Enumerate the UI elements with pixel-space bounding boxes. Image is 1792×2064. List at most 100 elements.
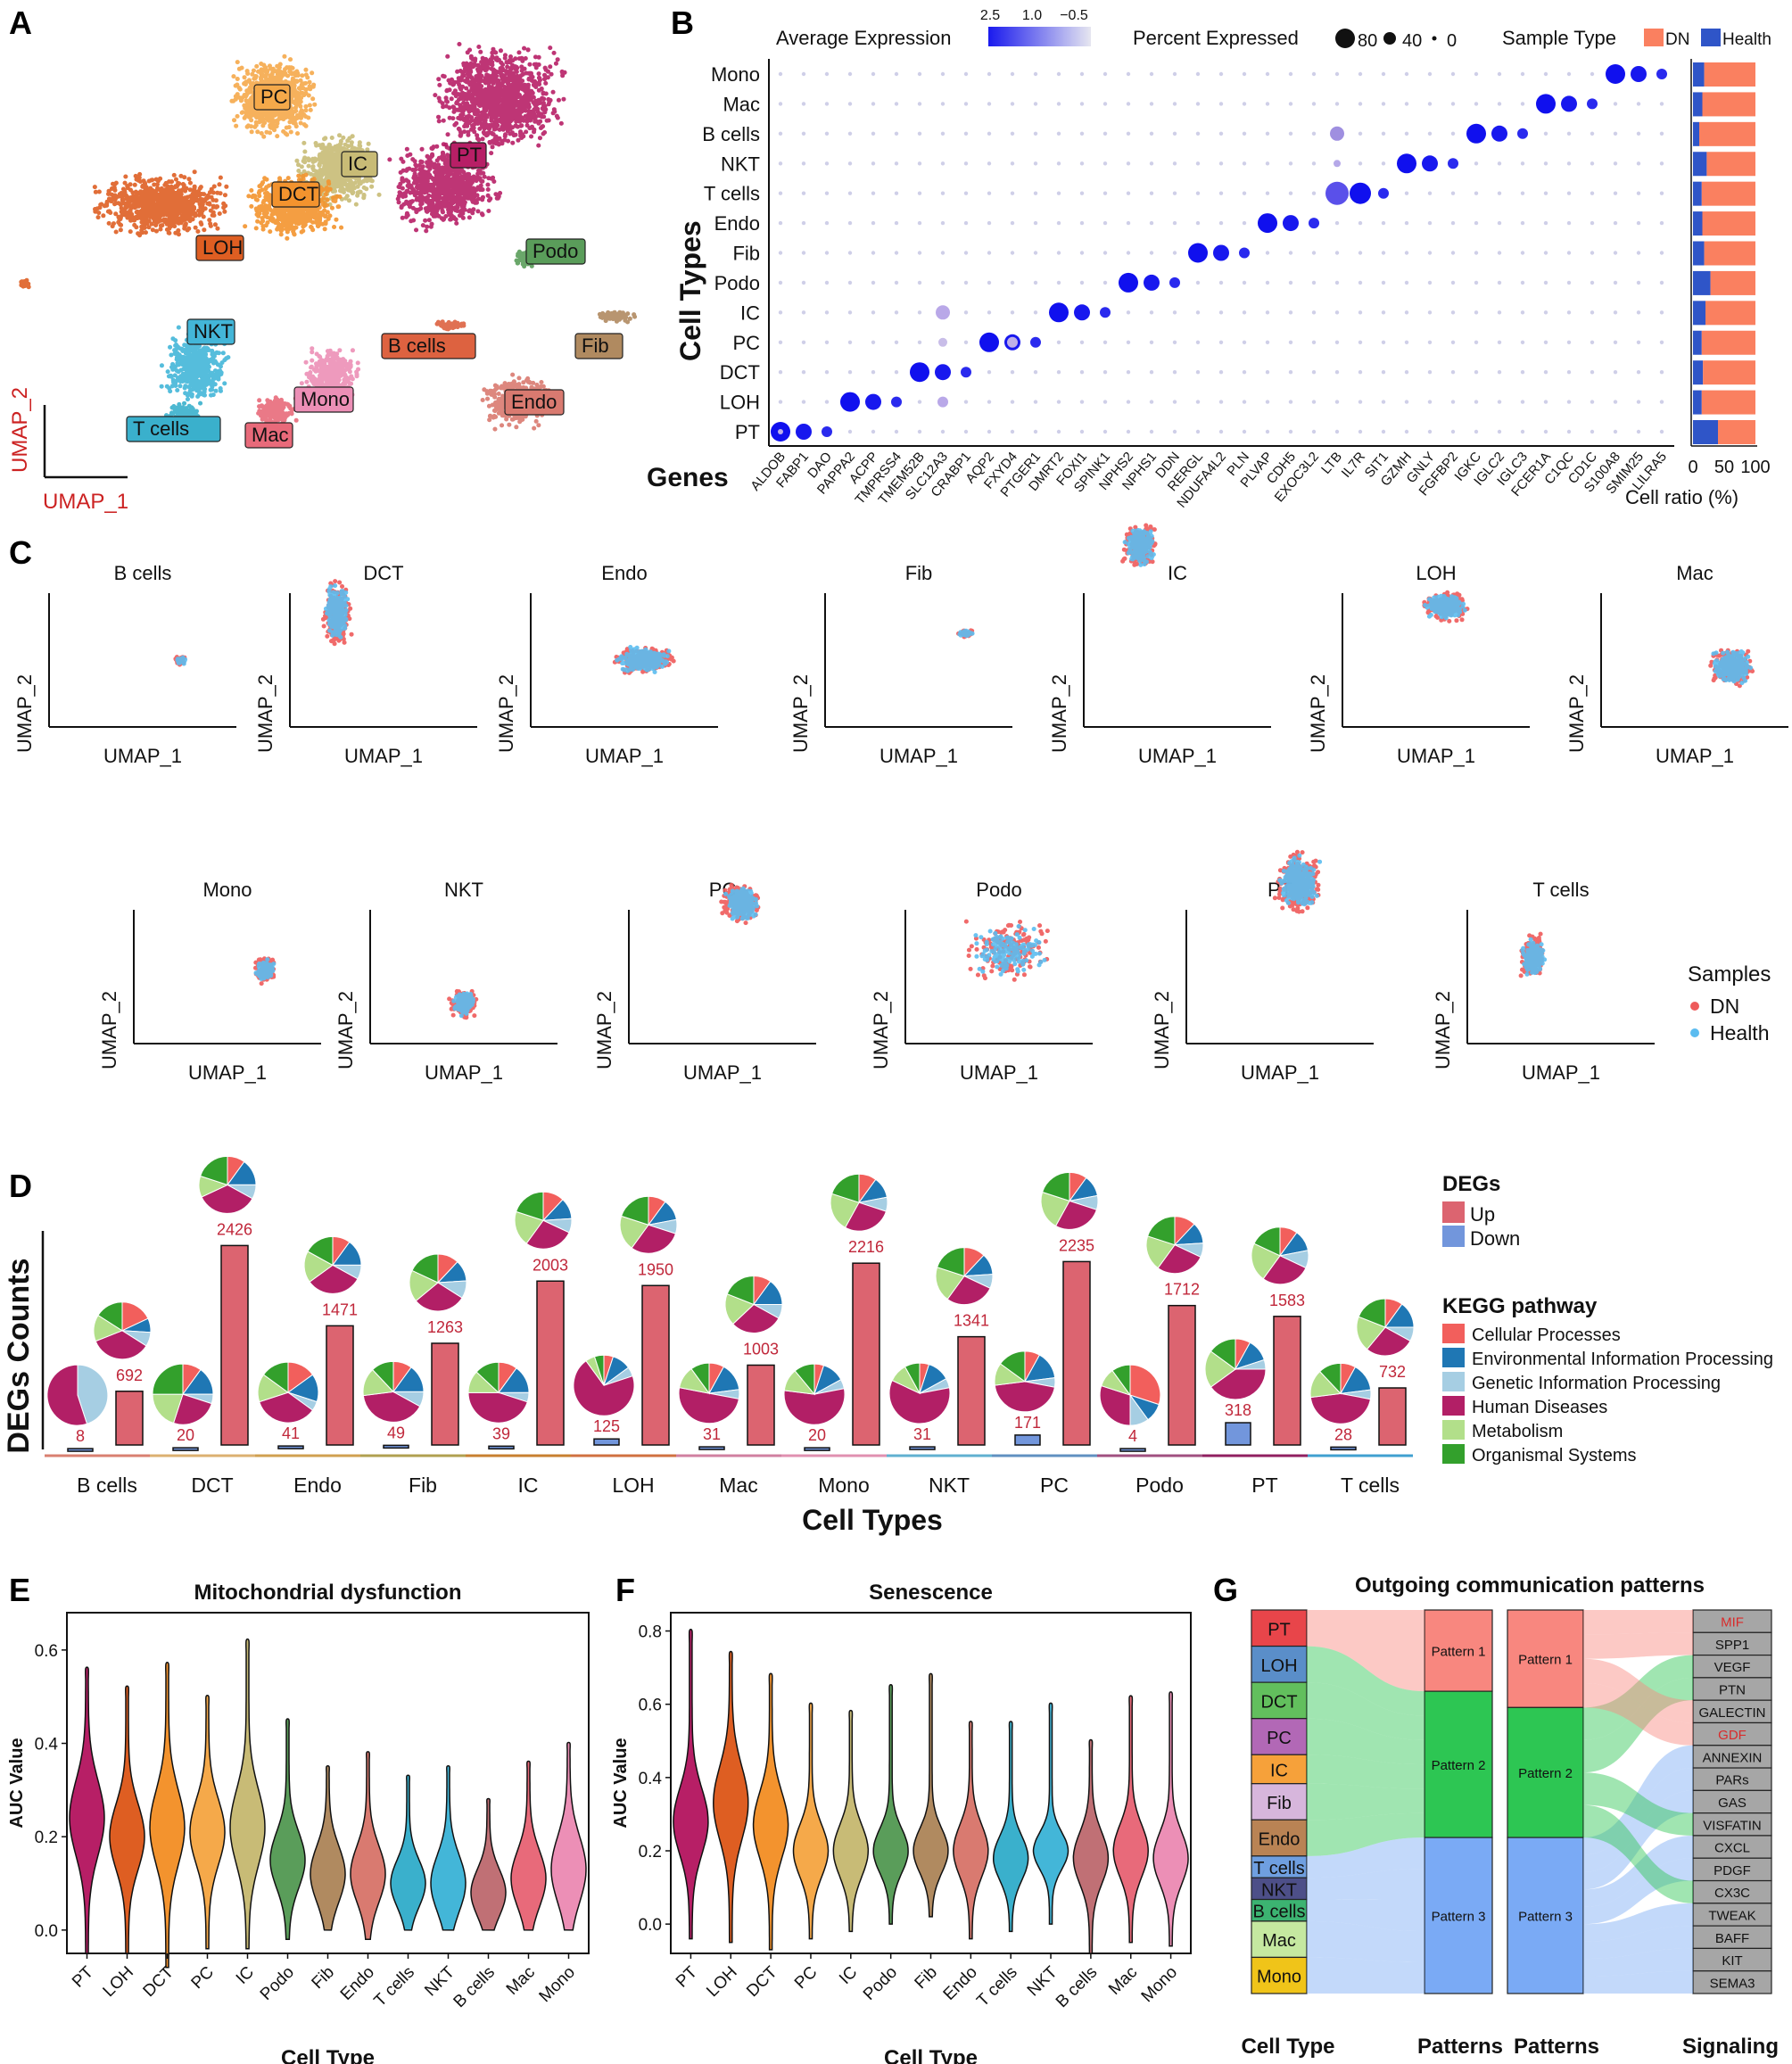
mini-umap-health-points [1520, 937, 1548, 977]
pie-up-slice [307, 1235, 334, 1267]
expression-dot [1404, 131, 1409, 136]
panel-b-dotplot: Cell Types Genes Mono Mac B cells NKT T cells E… [647, 8, 1771, 511]
expression-dot [987, 220, 992, 226]
expression-dot [778, 370, 783, 375]
alluvial-celltype-label: Mac [1262, 1931, 1296, 1951]
expression-dot [1195, 220, 1201, 226]
degs-legend-swatch [1442, 1226, 1465, 1247]
expression-dot [1102, 370, 1108, 375]
expression-dot [871, 161, 876, 166]
expression-dot [1242, 161, 1247, 166]
expression-dot [1561, 95, 1577, 112]
expression-dot [1543, 280, 1548, 285]
expression-dot [894, 131, 899, 136]
deg-count-up: 2003 [533, 1256, 568, 1274]
expression-dot [1056, 71, 1061, 77]
expression-dot [1543, 131, 1548, 136]
expression-dot [1126, 191, 1131, 195]
mini-umap-ylabel: UMAP_2 [1151, 991, 1173, 1069]
deg-category-label: NKT [929, 1474, 970, 1497]
expression-dot [1195, 280, 1201, 285]
cluster-label-pt: PT [457, 144, 482, 166]
pie-up-slice [830, 1173, 860, 1203]
mini-umap-title: IC [1168, 562, 1187, 584]
deg-bar-up [641, 1284, 670, 1446]
pie-down-slice [1210, 1338, 1236, 1371]
alluvial-signaling-label: ANNEXIN [1703, 1750, 1763, 1765]
violin-category-label: IC [836, 1963, 861, 1988]
pie-up-slice [1253, 1226, 1281, 1257]
pie-down-slice [1099, 1384, 1131, 1426]
expression-dot [1613, 370, 1618, 375]
violin-shape [1072, 1738, 1110, 1954]
deg-bar-up [536, 1280, 565, 1446]
expression-dot [1033, 310, 1038, 315]
expression-dot [871, 310, 876, 315]
expression-dot [1265, 370, 1270, 375]
alluvial-signaling-block [1692, 1609, 1772, 1633]
expression-dot [894, 310, 899, 315]
expression-dot [1636, 370, 1641, 375]
expression-dot [1288, 251, 1293, 255]
violin-shape [752, 1672, 789, 1951]
expression-dot [1126, 161, 1131, 166]
expression-dot [1265, 340, 1270, 344]
expression-dot [1079, 71, 1085, 77]
expression-dot [1149, 191, 1154, 195]
pie-up-slice [1041, 1171, 1070, 1202]
degs-legend-swatch [1442, 1201, 1465, 1223]
mini-umap-xlabel: UMAP_1 [188, 1061, 267, 1084]
ribbon-pattern-to-signal [1583, 1804, 1693, 1903]
expression-dot [1334, 71, 1340, 77]
expression-dot [1010, 220, 1015, 226]
expression-dot [1590, 71, 1595, 77]
expression-dot [987, 370, 992, 375]
expression-dot [1079, 400, 1085, 404]
deg-bar-up [1168, 1304, 1196, 1446]
expression-dot [1636, 429, 1641, 434]
expression-dot [1427, 251, 1433, 255]
deg-count-up: 1471 [322, 1300, 358, 1318]
deg-bar-up [431, 1342, 459, 1446]
cluster-label-endo-box [504, 389, 565, 416]
expression-dot [1450, 220, 1456, 226]
expression-dot [1126, 370, 1131, 375]
deg-count-up: 2426 [217, 1220, 252, 1238]
expression-dot [961, 367, 971, 378]
ratio-bar-health [1693, 241, 1705, 266]
expression-dot-secondary [1350, 182, 1371, 204]
expression-dot [1126, 71, 1131, 77]
violin-ytick-label: 0.0 [35, 1922, 58, 1941]
expression-dot [1636, 310, 1641, 315]
legend-sample-swatch [1701, 29, 1721, 46]
mini-umap-ylabel: UMAP_2 [254, 674, 277, 753]
expression-dot [1450, 102, 1456, 106]
expression-dot [1149, 220, 1154, 226]
expression-dot [801, 310, 806, 315]
violin-ytick-label: 0.4 [35, 1736, 59, 1754]
panel-letter-e: E [9, 1572, 30, 1608]
expression-dot [1218, 161, 1224, 166]
expression-dot [1590, 370, 1595, 375]
expression-dot [1450, 251, 1456, 255]
expression-dot [1102, 400, 1108, 404]
violin-shape [953, 1721, 989, 1940]
violin-ytick-label: 0.2 [35, 1829, 58, 1847]
expression-dot [1172, 340, 1177, 344]
expression-dot [1543, 251, 1548, 255]
ratio-bar-health [1693, 92, 1703, 117]
pie-down-slice [783, 1388, 846, 1425]
alluvial-column-label: Patterns [1514, 2035, 1599, 2059]
deg-bar-up [1273, 1316, 1301, 1446]
alluvial-signaling-block [1692, 1767, 1772, 1791]
expression-dot [1659, 131, 1664, 136]
mini-umap-xlabel: UMAP_1 [344, 745, 423, 767]
alluvial-pattern-left-block [1424, 1690, 1493, 1838]
alluvial-column-label: Signaling [1682, 2035, 1779, 2059]
expression-dot [1334, 102, 1340, 106]
expression-dot [1242, 102, 1247, 106]
expression-dot [1010, 400, 1015, 404]
expression-dot [1427, 370, 1433, 375]
expression-dot [1659, 220, 1664, 226]
expression-dot [1311, 400, 1317, 404]
